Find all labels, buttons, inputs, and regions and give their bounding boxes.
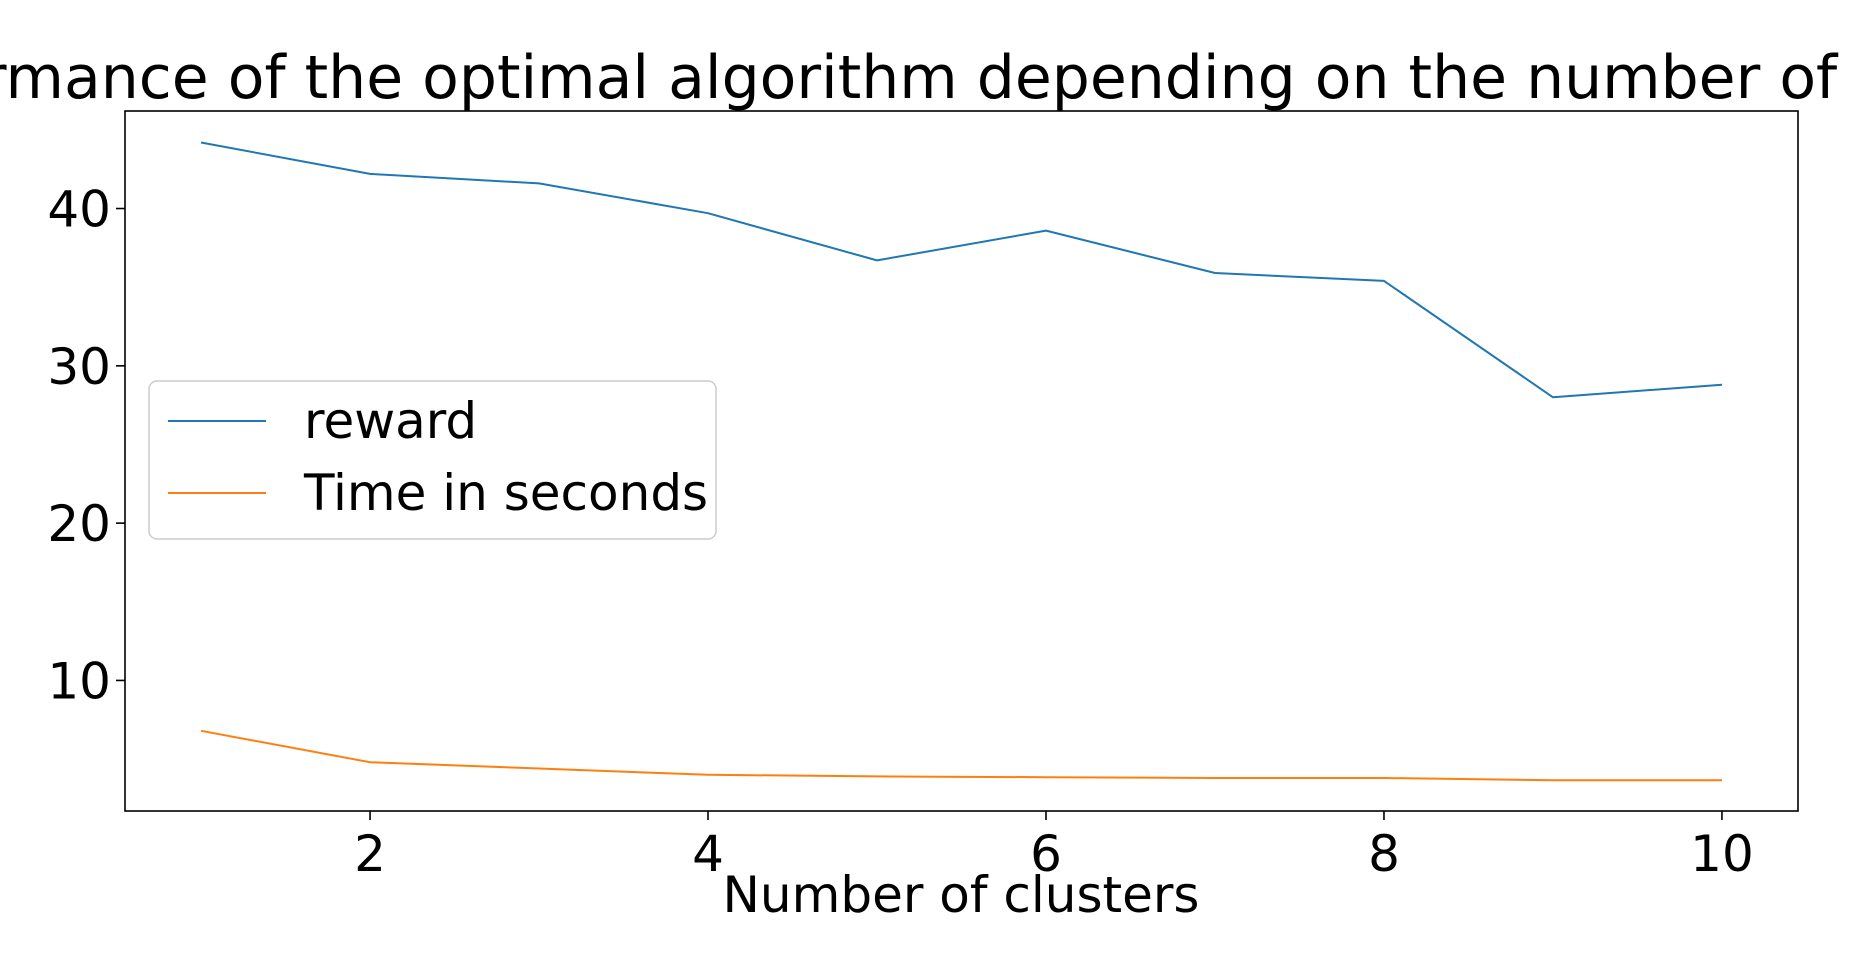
y-tick-label: 20	[47, 495, 111, 553]
y-axis: 10 20 30 40	[47, 181, 125, 710]
x-tick-label: 4	[692, 825, 724, 883]
plot-area-frame	[124, 110, 1799, 812]
y-tick-label: 40	[47, 181, 111, 239]
legend-label-reward: reward	[304, 392, 477, 450]
legend-label-time-in-seconds: Time in seconds	[303, 464, 708, 522]
y-tick-label: 30	[47, 338, 111, 396]
chart-title: Performance of the optimal algorithm dep…	[0, 43, 1850, 113]
x-tick-label: 8	[1368, 825, 1400, 883]
x-tick-label: 10	[1690, 825, 1754, 883]
x-tick-label: 6	[1030, 825, 1062, 883]
x-axis-label: Number of clusters	[723, 866, 1200, 924]
legend: reward Time in seconds	[148, 380, 717, 540]
series-line-time-in-seconds	[200, 729, 1722, 782]
legend-box	[148, 380, 717, 540]
series-line-reward	[200, 141, 1723, 399]
y-tick-label: 10	[47, 652, 111, 710]
series-layer	[200, 141, 1723, 782]
x-axis: 2 4 6 8 10	[354, 811, 1754, 883]
x-tick-label: 2	[354, 825, 386, 883]
